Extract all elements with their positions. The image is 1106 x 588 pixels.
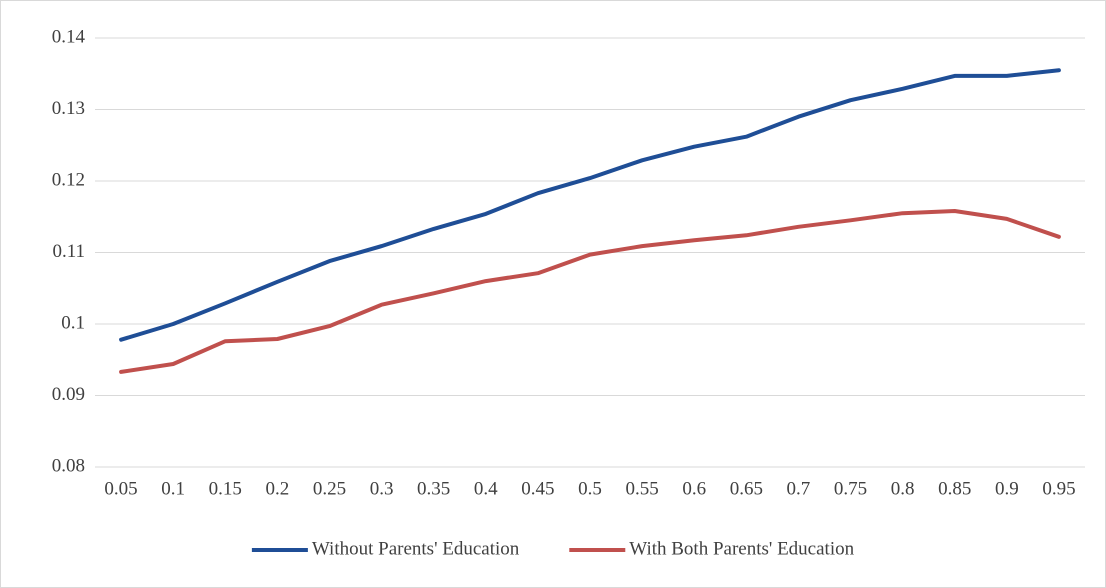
y-tick-label: 0.14: [52, 26, 86, 47]
x-tick-label: 0.95: [1042, 478, 1075, 499]
x-tick-label: 0.75: [834, 478, 867, 499]
x-tick-label: 0.35: [417, 478, 450, 499]
x-tick-label: 0.45: [521, 478, 554, 499]
x-tick-label: 0.6: [682, 478, 706, 499]
x-tick-label: 0.5: [578, 478, 602, 499]
y-tick-label: 0.12: [52, 169, 85, 190]
x-tick-label: 0.7: [787, 478, 811, 499]
x-tick-label: 0.3: [370, 478, 394, 499]
line-series: [119, 68, 1061, 342]
legend-label: With Both Parents' Education: [629, 538, 854, 559]
x-tick-label: 0.8: [891, 478, 915, 499]
y-tick-label: 0.1: [61, 312, 85, 333]
y-tick-label: 0.09: [52, 384, 85, 405]
x-tick-label: 0.1: [161, 478, 185, 499]
y-tick-label: 0.13: [52, 98, 85, 119]
x-tick-label: 0.25: [313, 478, 346, 499]
y-tick-label: 0.08: [52, 455, 85, 476]
x-tick-label: 0.65: [730, 478, 763, 499]
y-tick-label: 0.11: [52, 241, 85, 262]
x-tick-label: 0.15: [209, 478, 242, 499]
line-series: [119, 209, 1061, 374]
legend-label: Without Parents' Education: [312, 538, 520, 559]
x-tick-label: 0.85: [938, 478, 971, 499]
x-tick-label: 0.4: [474, 478, 498, 499]
x-tick-label: 0.9: [995, 478, 1019, 499]
x-tick-label: 0.2: [265, 478, 289, 499]
x-tick-label: 0.05: [104, 478, 137, 499]
x-tick-label: 0.55: [625, 478, 658, 499]
